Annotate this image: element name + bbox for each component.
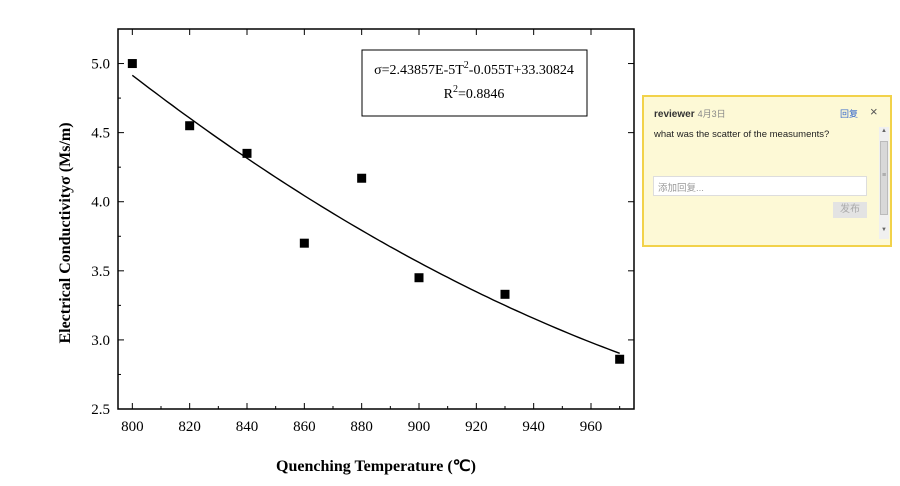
y-axis-title: Electrical Conductivityσ (Ms/m) [57,122,74,343]
fit-curve [131,74,620,354]
comment-text: what was the scatter of the measuments? [654,129,830,140]
comment-header: reviewer 4月3日 [654,107,726,120]
data-point [414,273,424,283]
x-tick-label: 840 [236,419,259,435]
data-point [242,148,252,158]
x-tick-label: 820 [178,419,201,435]
y-tick-label: 5.0 [91,57,110,73]
data-point [500,289,510,299]
grip-icon: ≡ [882,172,887,179]
close-icon[interactable]: × [870,104,878,119]
comment-scrollbar[interactable]: ▲ ≡ ▼ [879,127,889,239]
y-tick-label: 3.5 [91,264,110,280]
scroll-thumb[interactable]: ≡ [880,141,888,215]
x-tick-label: 900 [408,419,431,435]
data-point [185,121,195,131]
x-tick-label: 960 [580,419,603,435]
data-point [357,173,367,183]
scroll-up-icon[interactable]: ▲ [881,128,887,134]
y-tick-label: 4.5 [91,126,110,142]
data-point [615,354,625,364]
x-tick-label: 880 [350,419,373,435]
x-tick-label: 940 [522,419,545,435]
data-point [127,59,137,69]
reply-button[interactable]: 回复 [840,109,859,119]
x-tick-label: 920 [465,419,488,435]
r-squared: R2=0.8846 [444,84,505,102]
y-tick-label: 2.5 [91,402,110,418]
reply-input[interactable]: 添加回复... [653,176,867,196]
fit-equation: σ=2.43857E-5T2-0.055T+33.30824 [374,60,574,78]
plot-frame [117,28,635,410]
comment-author: reviewer [654,109,695,120]
y-tick-label: 3.0 [91,333,110,349]
comment-panel: reviewer 4月3日 回复 × what was the scatter o… [642,95,892,247]
y-tick-label: 4.0 [91,195,110,211]
scroll-down-icon[interactable]: ▼ [881,227,887,233]
data-point [299,238,309,248]
comment-date: 4月3日 [697,109,726,119]
post-button[interactable]: 发布 [833,202,867,218]
x-axis-title: Quenching Temperature (℃) [276,458,476,475]
x-tick-label: 860 [293,419,316,435]
equation-box: σ=2.43857E-5T2-0.055T+33.30824 R2=0.8846 [361,49,588,117]
x-tick-label: 800 [121,419,144,435]
